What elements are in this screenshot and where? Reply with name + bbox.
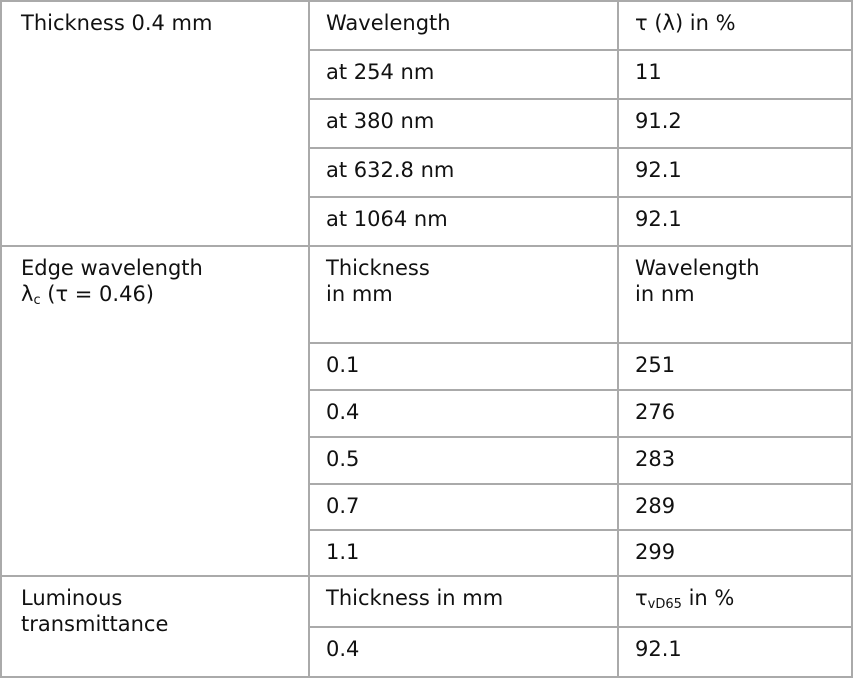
cell: 92.1 — [617, 626, 853, 678]
column-header: Wavelength — [308, 0, 619, 51]
cell: at 380 nm — [308, 98, 619, 149]
table-row: at 1064 nm 92.1 — [1, 196, 853, 247]
column-header: Wavelength in nm — [617, 245, 853, 344]
column-header: Thickness in mm — [308, 245, 619, 344]
cell: at 1064 nm — [308, 196, 619, 247]
column-header: Thickness in mm — [308, 575, 619, 628]
header-line: Thickness — [326, 256, 430, 280]
cell: 0.1 — [308, 342, 619, 391]
section-label: Luminous transmittance — [0, 575, 310, 678]
cell: 11 — [617, 49, 853, 100]
column-header: τvD65 in % — [617, 575, 853, 628]
table-row: 1.1 299 — [1, 529, 853, 577]
table-row: 0.1 251 — [1, 342, 853, 391]
table-row: Luminous transmittance Thickness in mm τ… — [0, 575, 853, 678]
cell: 276 — [617, 389, 853, 438]
table-row: 0.7 289 — [1, 483, 853, 531]
table-row: at 380 nm 91.2 — [1, 98, 853, 149]
cell: 0.4 — [308, 389, 619, 438]
table-row: at 632.8 nm 92.1 — [1, 147, 853, 198]
cell: 0.7 — [308, 483, 619, 531]
cell: at 254 nm — [308, 49, 619, 100]
table-row: 0.4 92.1 — [1, 626, 853, 678]
table-row: 0.5 283 — [1, 436, 853, 485]
subscript: vD65 — [647, 597, 682, 612]
section-label: Thickness 0.4 mm — [0, 0, 310, 247]
label-line: λc (τ = 0.46) — [21, 281, 308, 307]
label-line: Edge wavelength — [21, 256, 203, 280]
table-row: Thickness 0.4 mm Wavelength τ (λ) in % — [0, 0, 853, 247]
cell: 283 — [617, 436, 853, 485]
cell: 0.4 — [308, 626, 619, 678]
cell: 299 — [617, 529, 853, 577]
table-row: 0.4 276 — [1, 389, 853, 438]
table-row: Edge wavelength λc (τ = 0.46) Thickness i… — [0, 245, 853, 577]
cell: 1.1 — [308, 529, 619, 577]
cell: 0.5 — [308, 436, 619, 485]
header-line: in mm — [326, 282, 393, 306]
column-header: τ (λ) in % — [617, 0, 853, 51]
header-line: Wavelength — [635, 256, 760, 280]
cell: 289 — [617, 483, 853, 531]
table-row: at 254 nm 11 — [1, 49, 853, 100]
lambda-symbol: λ — [21, 282, 34, 306]
cell: 91.2 — [617, 98, 853, 149]
subscript: c — [33, 293, 41, 308]
cell: at 632.8 nm — [308, 147, 619, 198]
label-text: (τ = 0.46) — [40, 282, 155, 306]
cell: 92.1 — [617, 147, 853, 198]
header-line: in nm — [635, 282, 695, 306]
section-label: Edge wavelength λc (τ = 0.46) — [0, 245, 310, 577]
cell: 92.1 — [617, 196, 853, 247]
header-text: in % — [681, 586, 735, 610]
label-line: transmittance — [21, 612, 169, 636]
tau-symbol: τ — [635, 586, 648, 610]
cell: 251 — [617, 342, 853, 391]
label-line: Luminous — [21, 586, 123, 610]
